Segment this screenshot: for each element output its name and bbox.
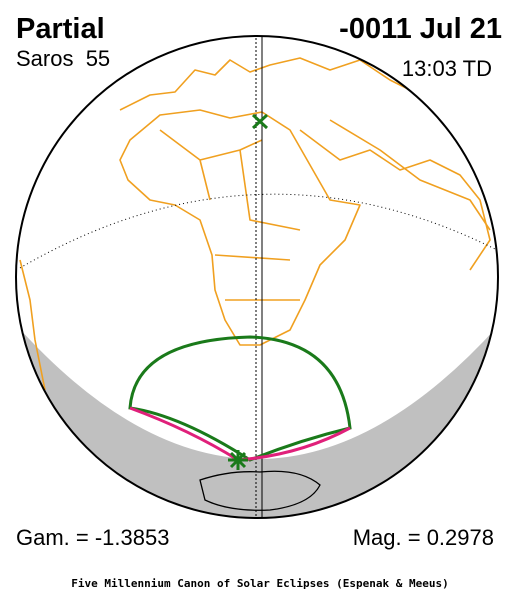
- penumbra-limit: [128, 335, 352, 462]
- night-shade: [16, 318, 498, 518]
- borders: [159, 119, 491, 301]
- credit: Five Millennium Canon of Solar Eclipses …: [71, 577, 449, 590]
- gamma: Gam. = -1.3853: [16, 525, 169, 550]
- globe-outline: [15, 35, 499, 519]
- eclipse-date: -0011 Jul 21: [339, 13, 502, 45]
- saros: Saros 55: [16, 46, 110, 71]
- europe-coast: [119, 57, 441, 111]
- south-america-coast: [19, 259, 46, 391]
- greatest-eclipse: [228, 450, 248, 470]
- antarctica: [199, 470, 321, 511]
- time: 13:03 TD: [402, 56, 492, 81]
- sub-solar-point: [251, 113, 269, 130]
- globe: [16, 36, 498, 518]
- asia-coast: [299, 129, 491, 271]
- africa-coast: [119, 109, 361, 346]
- eclipse-type: Partial: [16, 13, 105, 45]
- magnitude: Mag. = 0.2978: [353, 525, 494, 550]
